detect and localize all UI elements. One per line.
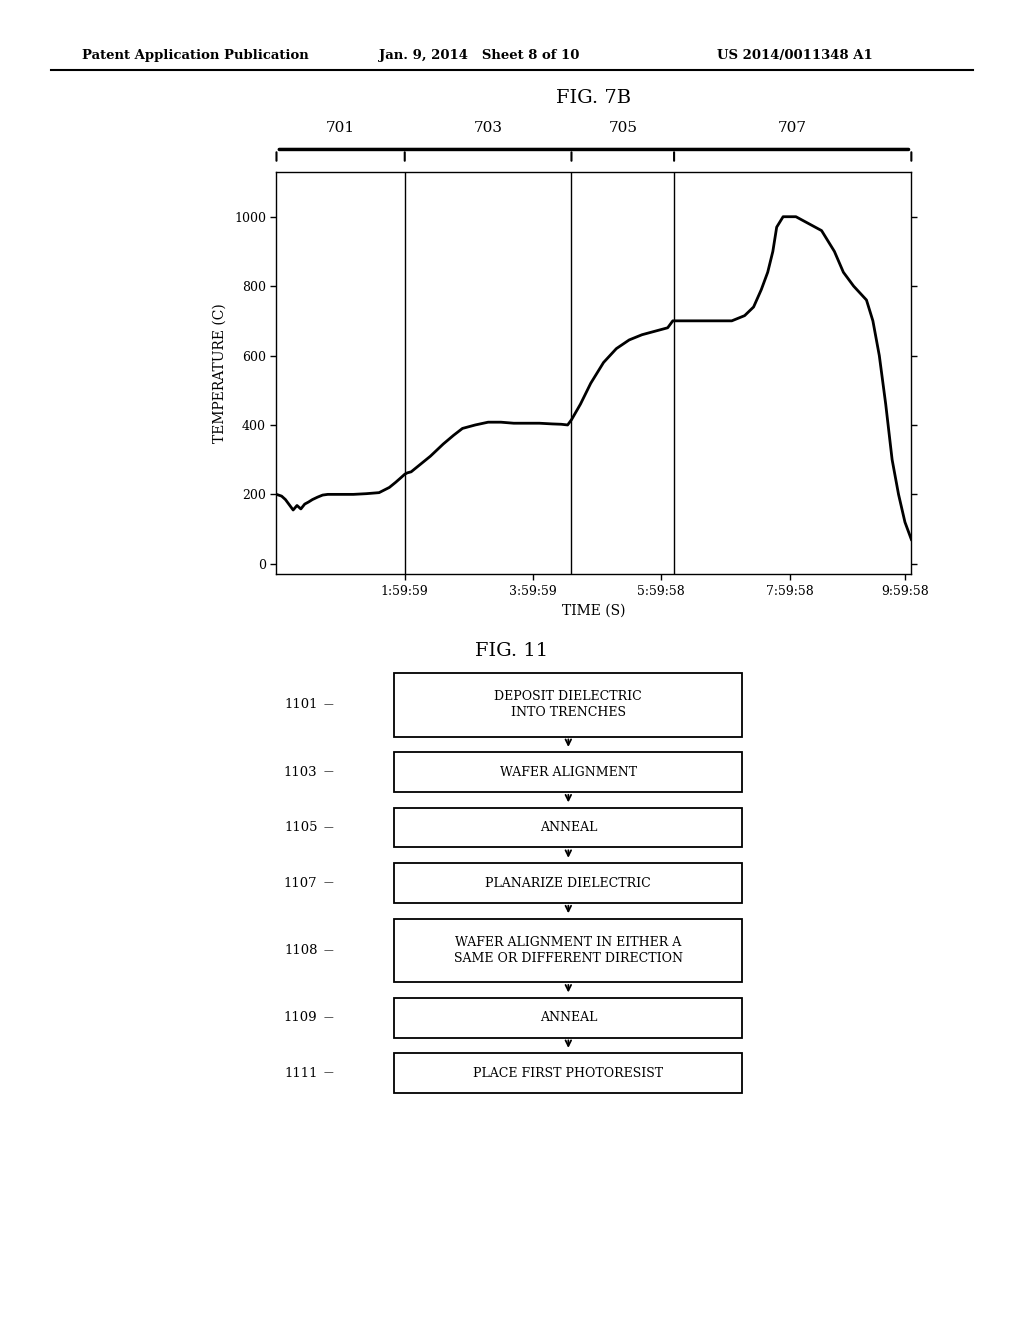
Text: 1105: 1105: [284, 821, 317, 834]
Text: 1108: 1108: [284, 944, 317, 957]
Text: US 2014/0011348 A1: US 2014/0011348 A1: [717, 49, 872, 62]
Text: WAFER ALIGNMENT IN EITHER A
SAME OR DIFFERENT DIRECTION: WAFER ALIGNMENT IN EITHER A SAME OR DIFF…: [454, 936, 683, 965]
Text: FIG. 11: FIG. 11: [475, 642, 549, 660]
Text: PLANARIZE DIELECTRIC: PLANARIZE DIELECTRIC: [485, 876, 651, 890]
Text: 1111: 1111: [284, 1067, 317, 1080]
Text: —: —: [324, 768, 334, 776]
Text: WAFER ALIGNMENT: WAFER ALIGNMENT: [500, 766, 637, 779]
Text: 1103: 1103: [284, 766, 317, 779]
Text: Patent Application Publication: Patent Application Publication: [82, 49, 308, 62]
Text: ANNEAL: ANNEAL: [540, 1011, 597, 1024]
Text: —: —: [324, 824, 334, 832]
Text: —: —: [324, 701, 334, 709]
Text: —: —: [324, 1069, 334, 1077]
Text: 707: 707: [778, 121, 807, 136]
Text: FIG. 7B: FIG. 7B: [556, 90, 632, 107]
Text: —: —: [324, 879, 334, 887]
Text: ANNEAL: ANNEAL: [540, 821, 597, 834]
Text: 1109: 1109: [284, 1011, 317, 1024]
Text: 703: 703: [474, 121, 503, 136]
Text: 1101: 1101: [284, 698, 317, 711]
Text: PLACE FIRST PHOTORESIST: PLACE FIRST PHOTORESIST: [473, 1067, 664, 1080]
Text: 705: 705: [608, 121, 637, 136]
Text: 1107: 1107: [284, 876, 317, 890]
Text: DEPOSIT DIELECTRIC
INTO TRENCHES: DEPOSIT DIELECTRIC INTO TRENCHES: [495, 690, 642, 719]
Y-axis label: TEMPERATURE (C): TEMPERATURE (C): [213, 304, 227, 442]
Text: —: —: [324, 1014, 334, 1022]
X-axis label: TIME (S): TIME (S): [562, 603, 626, 618]
Text: 701: 701: [326, 121, 355, 136]
Text: —: —: [324, 946, 334, 954]
Text: Jan. 9, 2014   Sheet 8 of 10: Jan. 9, 2014 Sheet 8 of 10: [379, 49, 580, 62]
